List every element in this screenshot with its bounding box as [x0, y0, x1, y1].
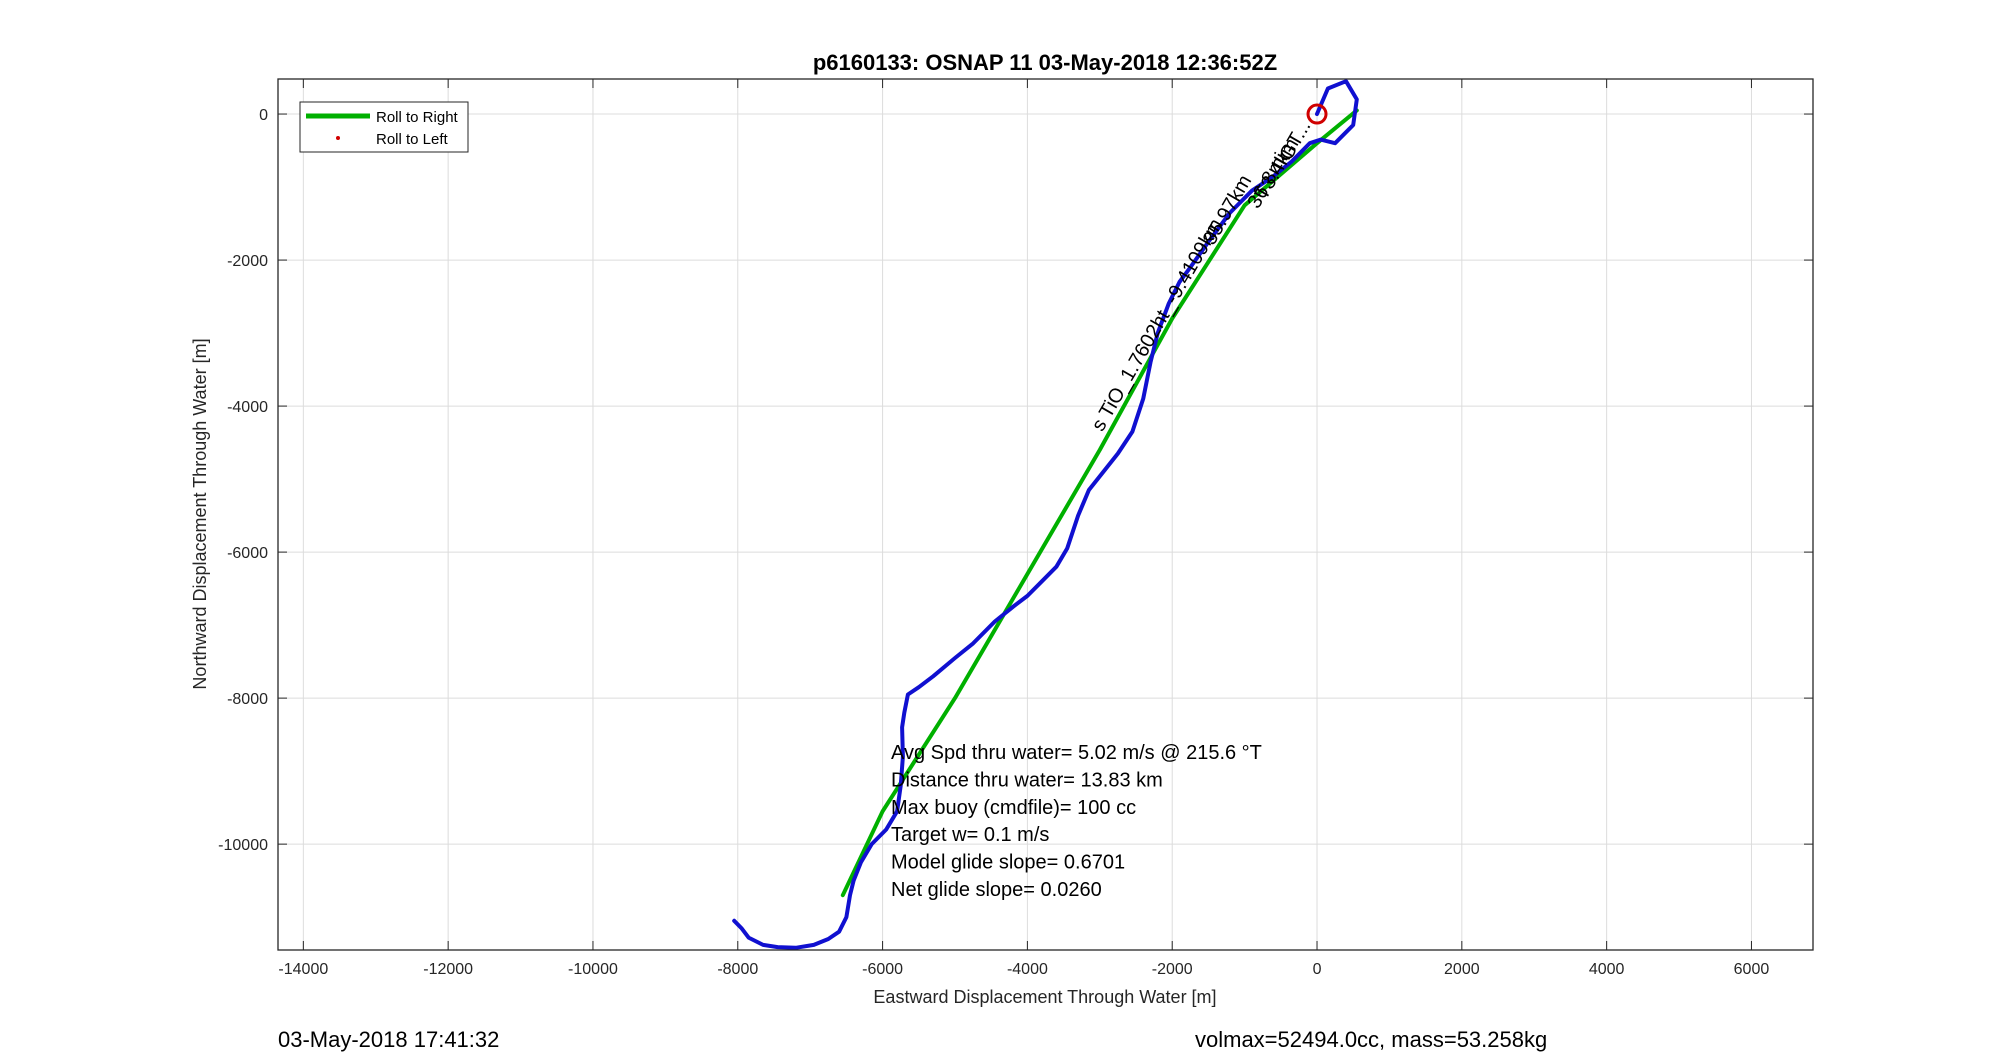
- legend-label-roll-right: Roll to Right: [376, 109, 459, 126]
- x-gridlines: [302, 79, 1752, 950]
- legend-box: [299, 101, 469, 153]
- chart-title: p6160133: OSNAP 11 03-May-2018 12:36:52Z: [813, 50, 1277, 75]
- x-tick-label: -12000: [423, 961, 473, 978]
- stats-line: Distance thru water= 13.83 km: [891, 769, 1163, 791]
- y-tick-label: -10000: [218, 837, 268, 854]
- series-layer: [732, 79, 1359, 950]
- y-tick-label: 0: [259, 107, 268, 124]
- legend-swatch-roll-left: [336, 136, 340, 140]
- x-tick-label: 0: [1313, 961, 1322, 978]
- x-tick-label: 6000: [1734, 961, 1770, 978]
- y-gridlines: [278, 113, 1813, 845]
- stats-line: Max buoy (cmdfile)= 100 cc: [891, 797, 1136, 819]
- y-tick-label: -4000: [227, 399, 268, 416]
- x-tick-label: -6000: [862, 961, 903, 978]
- y-axis-label: Northward Displacement Through Water [m]: [190, 338, 210, 689]
- y-tick-label: -8000: [227, 691, 268, 708]
- series-line-track: [732, 79, 1359, 950]
- y-axis-ticks: 0 -2000 -4000 -6000 -8000 -10000: [218, 107, 1813, 854]
- x-tick-label: -14000: [278, 961, 328, 978]
- x-tick-label: -4000: [1007, 961, 1048, 978]
- series-line-roll-to-right: [840, 108, 1359, 898]
- start-marker-circle: [1306, 103, 1328, 125]
- stats-line: Avg Spd thru water= 5.02 m/s @ 215.6 °T: [891, 742, 1262, 764]
- x-axis-label: Eastward Displacement Through Water [m]: [873, 987, 1216, 1007]
- stats-line: Net glide slope= 0.0260: [891, 879, 1102, 901]
- legend: Roll to Right Roll to Left: [299, 101, 469, 153]
- footer-timestamp: 03-May-2018 17:41:32: [278, 1027, 500, 1052]
- stats-line: Target w= 0.1 m/s: [891, 824, 1049, 846]
- plot-frame: [277, 78, 1814, 951]
- stats-line: Model glide slope= 0.6701: [891, 852, 1125, 874]
- y-tick-label: -6000: [227, 545, 268, 562]
- plot-area: [278, 79, 1813, 950]
- x-axis-ticks: -14000 -12000 -10000 -8000 -6000 -4000 -2000 0 2…: [278, 79, 1769, 978]
- legend-label-roll-left: Roll to Left: [376, 131, 449, 148]
- footer-volmax-mass: volmax=52494.0cc, mass=53.258kg: [1195, 1027, 1548, 1052]
- x-tick-label: -10000: [568, 961, 618, 978]
- y-tick-label: -2000: [227, 253, 268, 270]
- x-tick-label: -8000: [717, 961, 758, 978]
- stats-block: Avg Spd thru water= 5.02 m/s @ 215.6 °T D…: [891, 742, 1262, 901]
- x-tick-label: 2000: [1444, 961, 1480, 978]
- x-tick-label: -2000: [1152, 961, 1193, 978]
- x-tick-label: 4000: [1589, 961, 1625, 978]
